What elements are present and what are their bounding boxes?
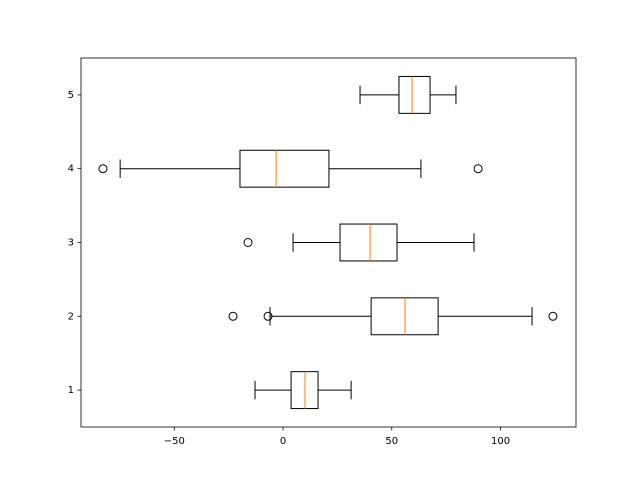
x-tick-label: 0 <box>280 436 286 447</box>
flier <box>263 311 273 321</box>
flier <box>98 164 108 174</box>
y-tick-label: 2 <box>68 311 74 322</box>
box <box>339 223 398 262</box>
x-tick-label: −50 <box>164 436 185 447</box>
x-tick-label: 50 <box>385 436 398 447</box>
y-tick-label: 5 <box>68 90 74 101</box>
axes-frame <box>80 57 577 428</box>
flier <box>473 164 483 174</box>
x-tick-label: 100 <box>491 436 510 447</box>
box <box>398 75 431 114</box>
flier <box>548 311 558 321</box>
y-tick-label: 1 <box>68 385 74 396</box>
flier <box>243 238 253 247</box>
y-tick-label: 4 <box>68 164 74 175</box>
y-tick-label: 3 <box>68 238 74 249</box>
box <box>239 149 330 188</box>
flier <box>228 311 238 321</box>
